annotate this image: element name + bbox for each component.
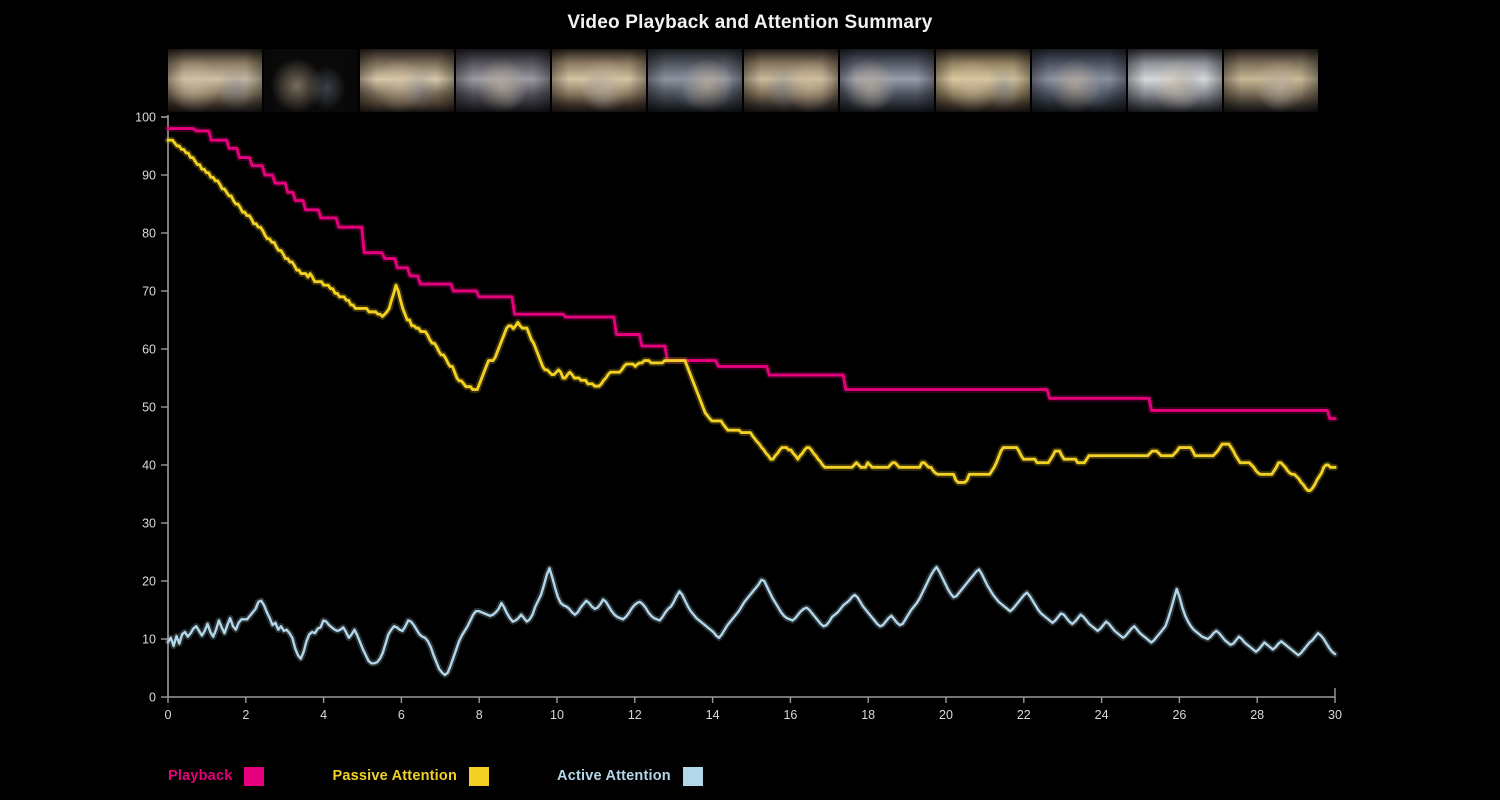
series-line-passive-attention bbox=[166, 138, 1337, 492]
filmstrip-frame-overlay bbox=[1224, 49, 1318, 112]
x-tick-label: 0 bbox=[165, 708, 172, 722]
filmstrip-frame-overlay bbox=[936, 49, 1030, 112]
filmstrip-frame[interactable] bbox=[360, 49, 456, 112]
filmstrip-frame-overlay bbox=[264, 49, 358, 112]
chart-legend: Playback Passive Attention Active Attentio… bbox=[168, 762, 771, 790]
filmstrip-frame[interactable] bbox=[264, 49, 360, 112]
filmstrip-frame-overlay bbox=[1128, 49, 1222, 112]
filmstrip-frame[interactable] bbox=[744, 49, 840, 112]
x-tick-label: 28 bbox=[1250, 708, 1264, 722]
x-tick-label: 8 bbox=[476, 708, 483, 722]
y-tick-label: 100 bbox=[135, 111, 156, 125]
legend-item-label: Passive Attention bbox=[332, 768, 458, 784]
filmstrip-frame-overlay bbox=[840, 49, 934, 112]
x-tick-label: 14 bbox=[706, 708, 720, 722]
y-tick-label: 80 bbox=[142, 227, 156, 241]
x-tick-label: 20 bbox=[939, 708, 953, 722]
x-tick-label: 24 bbox=[1095, 708, 1109, 722]
filmstrip-frame-overlay bbox=[744, 49, 838, 112]
series-line-active-attention bbox=[166, 565, 1337, 677]
filmstrip-frame-overlay bbox=[360, 49, 454, 112]
series-glow-passive-attention bbox=[164, 136, 1339, 494]
legend-item-label: Active Attention bbox=[557, 768, 671, 784]
page-title: Video Playback and Attention Summary bbox=[567, 12, 933, 33]
legend-color-swatch bbox=[682, 766, 703, 786]
filmstrip-frame-overlay bbox=[168, 49, 262, 112]
legend-color-swatch bbox=[244, 766, 265, 786]
legend-item[interactable]: Passive Attention bbox=[332, 766, 490, 786]
y-tick-label: 90 bbox=[142, 169, 156, 183]
y-tick-label: 50 bbox=[142, 401, 156, 415]
filmstrip-frame[interactable] bbox=[1032, 49, 1128, 112]
filmstrip-frame[interactable] bbox=[1224, 49, 1318, 112]
x-tick-label: 30 bbox=[1328, 708, 1342, 722]
x-tick-label: 16 bbox=[783, 708, 797, 722]
series-glow-playback bbox=[164, 125, 1339, 423]
filmstrip-frame[interactable] bbox=[552, 49, 648, 112]
legend-item[interactable]: Active Attention bbox=[557, 766, 703, 786]
x-tick-label: 4 bbox=[320, 708, 327, 722]
x-tick-label: 22 bbox=[1017, 708, 1031, 722]
x-tick-label: 10 bbox=[550, 708, 564, 722]
filmstrip-frame[interactable] bbox=[648, 49, 744, 112]
x-tick-label: 2 bbox=[242, 708, 249, 722]
y-tick-label: 60 bbox=[142, 343, 156, 357]
legend-color-swatch bbox=[469, 766, 490, 786]
y-tick-label: 70 bbox=[142, 285, 156, 299]
legend-item-label: Playback bbox=[168, 768, 233, 784]
filmstrip-frame-overlay bbox=[552, 49, 646, 112]
filmstrip-frame-overlay bbox=[648, 49, 742, 112]
filmstrip-frame[interactable] bbox=[168, 49, 264, 112]
y-tick-label: 40 bbox=[142, 459, 156, 473]
series-line-playback bbox=[166, 127, 1337, 421]
filmstrip-frame-overlay bbox=[456, 49, 550, 112]
series-glow-active-attention bbox=[164, 563, 1339, 679]
x-tick-label: 18 bbox=[861, 708, 875, 722]
y-tick-label: 30 bbox=[142, 517, 156, 531]
legend-item[interactable]: Playback bbox=[168, 766, 265, 786]
filmstrip-frame[interactable] bbox=[840, 49, 936, 112]
x-tick-label: 6 bbox=[398, 708, 405, 722]
x-tick-label: 12 bbox=[628, 708, 642, 722]
y-tick-label: 20 bbox=[142, 575, 156, 589]
filmstrip-frame[interactable] bbox=[456, 49, 552, 112]
y-tick-label: 0 bbox=[149, 691, 156, 705]
filmstrip-frame[interactable] bbox=[936, 49, 1032, 112]
x-tick-label: 26 bbox=[1172, 708, 1186, 722]
filmstrip-frame-overlay bbox=[1032, 49, 1126, 112]
filmstrip-frame[interactable] bbox=[1128, 49, 1224, 112]
y-tick-label: 10 bbox=[142, 633, 156, 647]
video-filmstrip[interactable] bbox=[168, 47, 1318, 114]
